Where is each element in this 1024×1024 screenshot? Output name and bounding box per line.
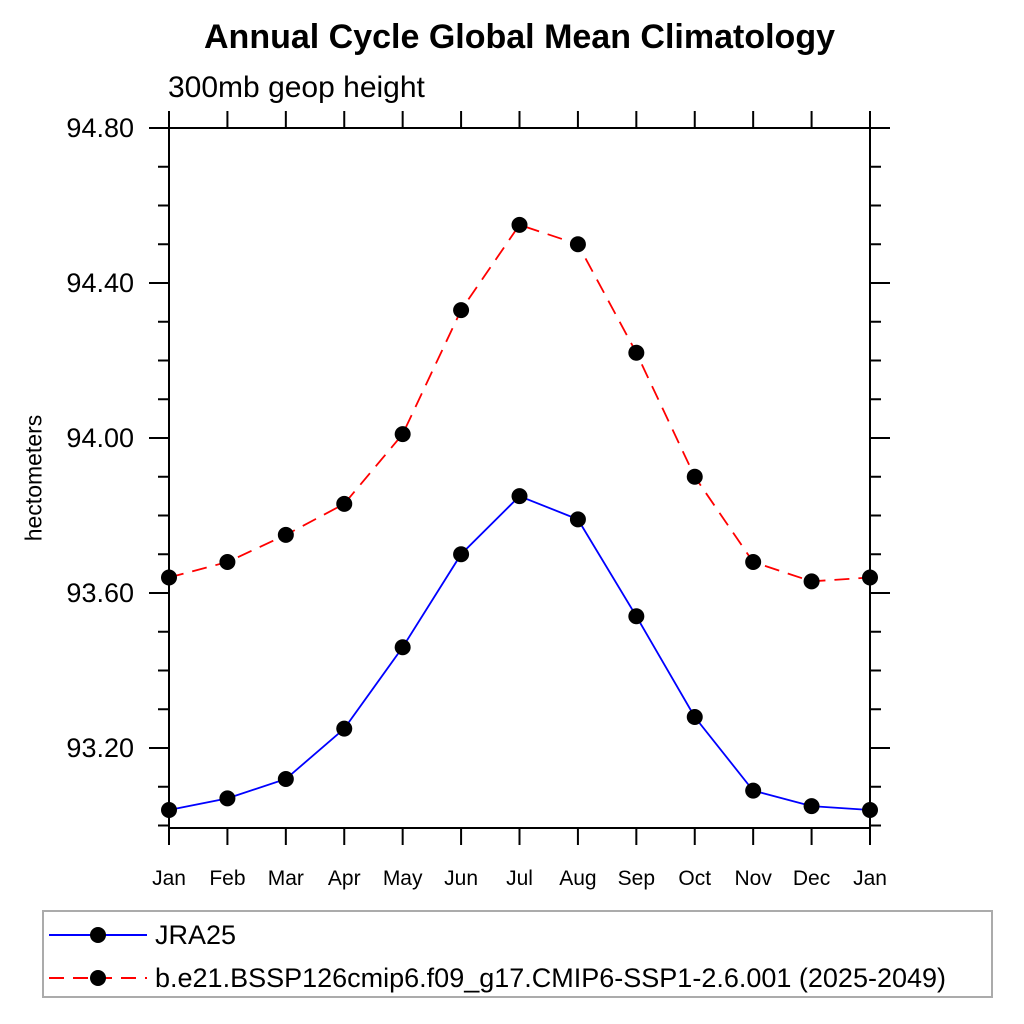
- y-tick-label: 94.40: [66, 268, 134, 298]
- legend-label-model: b.e21.BSSP126cmip6.f09_g17.CMIP6-SSP1-2.…: [155, 962, 947, 993]
- x-tick-label: Dec: [793, 867, 830, 890]
- legend-label-jra25: JRA25: [155, 919, 237, 950]
- chart-subtitle: 300mb geop height: [168, 71, 425, 104]
- data-point-marker-model: [686, 468, 703, 485]
- y-tick-label: 94.00: [66, 423, 134, 453]
- x-tick-label: Aug: [559, 867, 596, 890]
- data-point-marker-jra25: [628, 608, 645, 625]
- series-line-model: [168, 223, 871, 583]
- legend: JRA25 b.e21.BSSP126cmip6.f09_g17.CMIP6-S…: [42, 910, 993, 998]
- x-tick-label: Mar: [268, 867, 304, 890]
- legend-marker-dot-icon: [90, 927, 106, 943]
- x-tick-label: Feb: [209, 867, 245, 890]
- x-tick-label: Oct: [678, 867, 711, 890]
- data-point-marker-jra25: [569, 511, 586, 528]
- x-tick-label: Jun: [444, 867, 478, 890]
- series-line-jra25: [168, 495, 871, 811]
- data-point-marker-model: [394, 426, 411, 443]
- data-point-marker-jra25: [394, 639, 411, 656]
- x-tick-label: Jan: [152, 867, 186, 890]
- y-tick-label: 93.60: [66, 578, 134, 608]
- data-point-marker-jra25: [277, 771, 294, 787]
- data-point-marker-jra25: [336, 720, 353, 737]
- data-point-marker-jra25: [686, 709, 703, 725]
- data-point-marker-jra25: [745, 782, 762, 799]
- data-point-marker-model: [161, 569, 177, 586]
- data-point-marker-jra25: [453, 546, 470, 563]
- data-point-marker-model: [628, 344, 645, 361]
- x-tick-label: Sep: [618, 867, 655, 890]
- data-point-marker-model: [569, 236, 586, 253]
- x-tick-label: Jul: [506, 867, 533, 890]
- legend-line-sample-solid: [49, 927, 147, 943]
- legend-item-jra25: JRA25: [46, 917, 236, 953]
- data-point-marker-model: [336, 495, 353, 512]
- x-tick-label: Nov: [734, 867, 772, 890]
- plot-frame: [168, 127, 871, 829]
- y-tick-label: 93.20: [66, 733, 134, 763]
- chart-title: Annual Cycle Global Mean Climatology: [204, 18, 835, 56]
- data-point-marker-model: [219, 554, 236, 570]
- legend-line-sample-dashed: [49, 970, 147, 986]
- data-point-marker-model: [803, 573, 820, 590]
- x-tick-label: Apr: [328, 867, 361, 890]
- y-tick-label: 94.80: [66, 113, 134, 143]
- data-point-marker-model: [453, 302, 470, 319]
- data-point-marker-model: [862, 569, 878, 586]
- data-point-marker-jra25: [862, 802, 878, 818]
- data-point-marker-model: [745, 554, 762, 570]
- data-point-marker-jra25: [803, 798, 820, 815]
- data-point-marker-jra25: [219, 790, 236, 807]
- legend-item-model: b.e21.BSSP126cmip6.f09_g17.CMIP6-SSP1-2.…: [46, 960, 946, 996]
- data-point-marker-model: [511, 216, 528, 233]
- data-point-marker-jra25: [161, 802, 177, 818]
- data-point-marker-model: [277, 526, 294, 543]
- data-point-marker-jra25: [511, 488, 528, 505]
- legend-marker-dot-icon: [90, 970, 106, 986]
- x-tick-label: Jan: [853, 867, 887, 890]
- x-tick-label: May: [383, 867, 423, 890]
